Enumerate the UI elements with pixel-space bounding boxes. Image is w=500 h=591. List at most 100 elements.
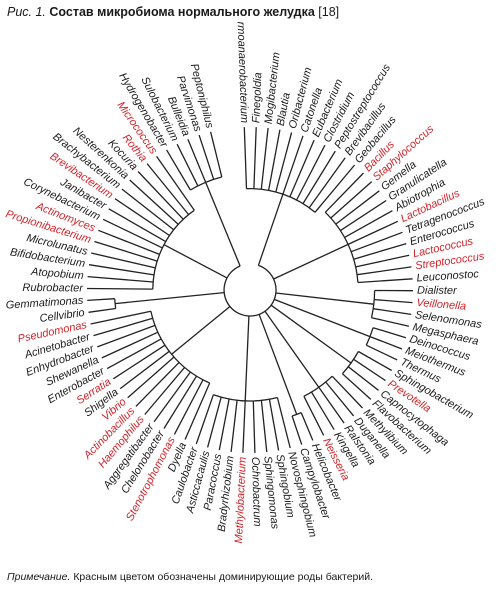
leaf-branch [98,229,160,256]
leaf-branch [163,375,198,429]
leaf-branch [243,127,248,189]
clade-stem [205,182,241,267]
leaf-branch [137,171,184,220]
leaf-branch [330,181,373,219]
leaf-branch [119,350,170,390]
leaf-branch [90,310,152,325]
leaf-branch [347,366,379,391]
leaf-branch [291,415,303,445]
leaf-branch [358,350,393,372]
leaf-branch [324,172,364,213]
leaf-branch [129,179,179,225]
clade-stem [171,305,231,355]
leaf-branch [340,199,387,232]
leaf-branch [355,254,410,268]
leaf-branch [310,391,335,430]
clade-stem [258,314,298,415]
leaf-branch [114,198,170,237]
leaf-branch [206,396,222,448]
leaf-branch [173,379,204,435]
phylogenetic-tree: Thermoanaerobacterium FinegoldiaMogibacte… [4,22,487,544]
genus-label: Thermoanaerobacterium [234,22,250,123]
leaf-branch [268,399,280,451]
leaf-branch [166,149,191,191]
clade-stem [275,292,374,305]
leaf-branch [135,361,180,407]
leaf-branch [341,373,372,400]
leaf-branch [156,156,195,211]
leaf-branch [369,335,403,350]
clade-stem [115,291,225,305]
leaf-branch [260,127,269,190]
leaf-branch [357,278,413,284]
leaf-branch [97,324,156,348]
leaf-branch [373,308,412,316]
leaf-branch [314,164,356,213]
figure-label: Рис. 1. [7,5,46,19]
leaf-branch [184,382,211,440]
leaf-branch [318,386,345,424]
leaf-branch [371,317,410,327]
figure-note: Примечание. Красным цветом обозначены до… [7,571,373,583]
note-text: Красным цветом обозначены доминирующие р… [73,571,374,583]
genus-label: Dialister [417,285,458,297]
leaf-branch [296,144,326,201]
leaf-branch [144,366,186,415]
leaf-branch [108,208,167,243]
leaf-branch [153,371,191,423]
clade-arc [150,311,210,384]
leaf-branch [353,242,407,260]
genus-label: Ochrobactrum [249,457,263,527]
leaf-branch [230,400,238,452]
leaf-branch [176,143,199,187]
genus-label: Methylobacterium [233,457,249,544]
leaf-branch [267,129,281,191]
leaf-branch [121,188,175,231]
leaf-branch [86,287,153,290]
leaf-branch [94,240,158,262]
leaf-branch [88,264,155,276]
leaf-branch [275,132,293,193]
clade-stem [264,310,320,388]
leaf-branch [146,163,190,216]
leaf-branch [91,252,156,269]
genus-label: Finegoldia [250,72,264,123]
leaf-branch [88,307,116,313]
clade-stem [273,298,371,338]
leaf-branch [198,134,215,180]
leaf-branch [303,396,325,436]
clade-stem [257,193,284,266]
genus-label: Rubrobacter [22,282,84,295]
leaf-branch [308,157,346,209]
clade-stem [270,304,352,364]
leaf-branch [252,400,256,453]
clade-arc [152,209,195,290]
clade-stem [273,243,349,280]
leaf-branch [209,131,223,178]
leaf-branch [106,338,162,370]
leaf-branch [300,412,314,441]
leaf-branch [331,375,363,409]
leaf-branch [344,210,393,238]
leaf-branch [325,381,355,417]
figure-title: Состав микробиома нормального желудка [49,5,315,19]
clade-stem [163,244,228,279]
genus-label: Atopobium [30,266,84,282]
leaf-branch [87,298,115,302]
leaf-branch [112,344,166,380]
leaf-branch [335,190,380,225]
genus-label: Leuconostoc [416,268,480,284]
leaf-branch [353,358,386,382]
leaf-branch [127,356,175,399]
leaf-branch [357,266,412,276]
leaf-branch [253,127,257,189]
leaf-branch [218,398,230,451]
genus-label: Gemmatimonas [5,295,84,312]
clade-stem [244,315,250,401]
leaf-branch [350,231,403,253]
root-arc [223,264,277,317]
leaf-branch [372,327,407,339]
genus-label: Veillonella [416,297,467,313]
figure-reference: [18] [318,5,340,19]
leaf-branch [195,394,215,445]
